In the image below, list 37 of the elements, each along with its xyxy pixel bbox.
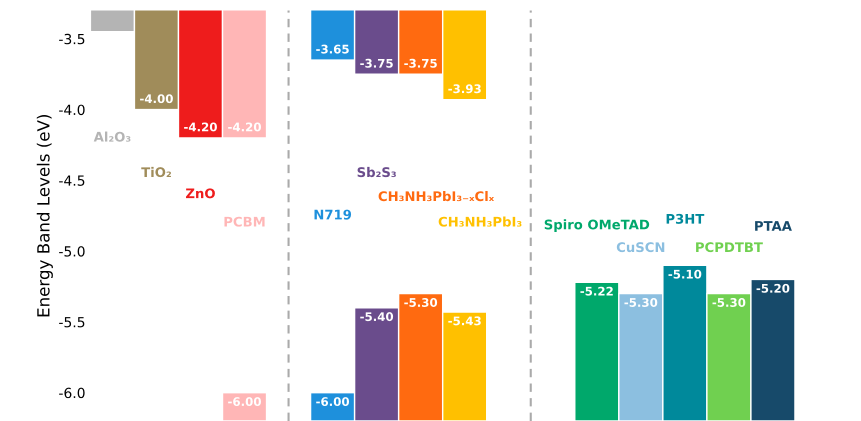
y-tick-label: -3.5 — [59, 34, 84, 44]
x-tick-label: ZnO — [186, 188, 215, 198]
data-label: -5.30 — [712, 298, 746, 307]
x-tick-label: TiO₂ — [141, 166, 171, 178]
data-label: -4.20 — [184, 122, 217, 132]
x-tick-label: CH₃NH₃PbI₃ — [438, 216, 522, 227]
x-tick-label: N719 — [314, 210, 352, 220]
data-label: -5.30 — [404, 298, 438, 307]
data-label: -5.43 — [448, 316, 481, 326]
data-label: -5.10 — [668, 270, 702, 279]
x-tick-label: PTAA — [755, 221, 792, 231]
x-tick-label: PCPDTBT — [696, 242, 763, 252]
y-tick-label: -6.0 — [59, 388, 85, 398]
data-label: -4.00 — [140, 94, 173, 104]
data-label: -3.93 — [448, 84, 481, 94]
data-label: -3.65 — [316, 44, 349, 54]
data-label: -5.22 — [580, 286, 613, 296]
y-tick-label: -4.5 — [59, 176, 84, 186]
x-tick-label: CH₃NH₃PbI₃₋ₓClₓ — [378, 190, 494, 202]
x-tick-label: P3HT — [666, 214, 704, 224]
x-tick-label: CuSCN — [616, 242, 664, 252]
data-label: -5.20 — [756, 284, 790, 293]
data-label: -3.75 — [360, 58, 393, 68]
data-label: -6.00 — [316, 397, 350, 406]
y-tick-label: -4.0 — [59, 104, 85, 116]
y-tick-label: -5.0 — [59, 246, 85, 257]
data-label: -4.20 — [228, 122, 261, 132]
data-label: -5.30 — [624, 298, 658, 307]
y-axis-title: Energy Band Levels (eV) — [36, 115, 53, 316]
data-label: -5.40 — [360, 312, 394, 322]
x-tick-label: Sb₂S₃ — [358, 166, 396, 178]
y-tick-label: -5.5 — [59, 317, 84, 328]
data-label: -3.75 — [404, 58, 437, 68]
x-tick-label: PCBM — [224, 216, 265, 227]
x-tick-label: Al₂O₃ — [94, 132, 130, 142]
x-tick-label: Spiro OMeTAD — [544, 219, 650, 232]
data-label: -6.00 — [228, 397, 261, 406]
